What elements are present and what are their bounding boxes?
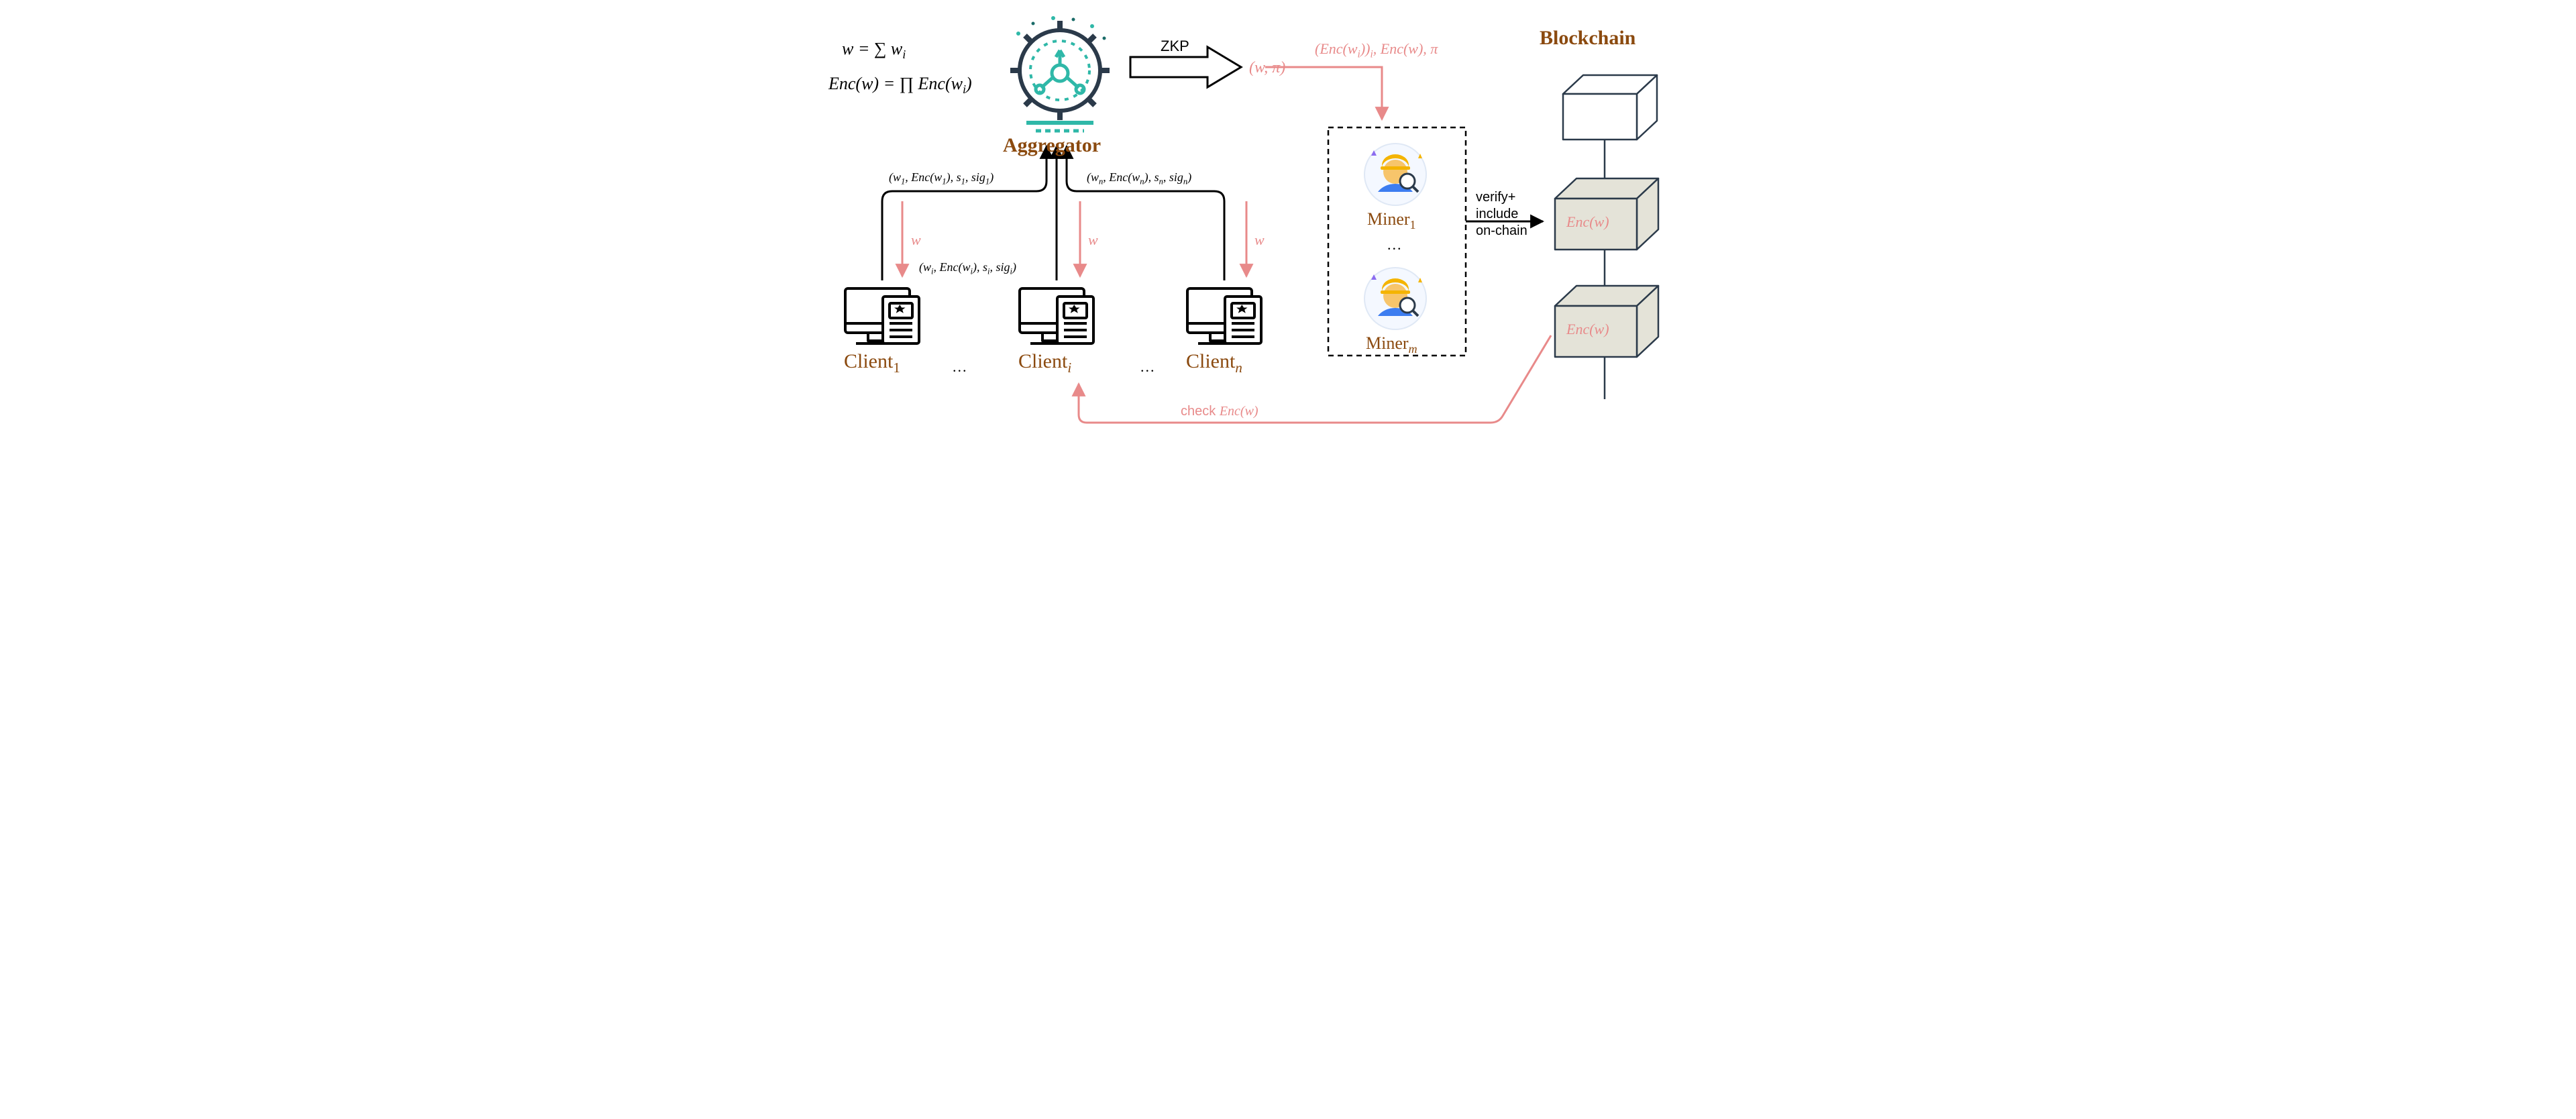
miner-1-icon: [1364, 144, 1426, 205]
miner-1-label: Miner1: [1367, 209, 1416, 232]
miner-m-label: Minerm: [1366, 333, 1417, 356]
blockchain-title: Blockchain: [1540, 27, 1635, 50]
clients-icons: [845, 288, 1261, 343]
miner-m-icon: [1364, 268, 1426, 329]
block-bot-enc: Enc(w): [1566, 321, 1609, 338]
aggregator-label: Aggregator: [1003, 134, 1101, 157]
blockchain-blocks: [1555, 75, 1658, 399]
w-down-n: w: [1254, 231, 1265, 249]
client1-edge-label: (w1, Enc(w1), s1, sig1): [889, 170, 994, 187]
w-down-1: w: [911, 231, 921, 249]
miner-dots: ...: [1387, 236, 1403, 254]
enc-tuple-right: (Enc(wi))i, Enc(w), π: [1315, 40, 1438, 60]
zkp-label: ZKP: [1161, 38, 1189, 55]
equation-line-1: w = ∑ wi: [842, 39, 906, 62]
aggregator-icon: [1010, 16, 1110, 131]
check-enc-arrow: [1079, 335, 1551, 423]
check-enc-label: check Enc(w): [1181, 404, 1258, 419]
clienti-edge-label: (wi, Enc(wi), si, sigi): [919, 260, 1016, 277]
client-n-label: Clientn: [1186, 350, 1242, 376]
client-i-label: Clienti: [1018, 350, 1071, 376]
clientn-edge-label: (wn, Enc(wn), sn, sign): [1087, 170, 1191, 187]
client-dots-1: ...: [953, 358, 968, 376]
equation-line-2: Enc(w) = ∏ Enc(wi): [828, 74, 972, 97]
client-dots-2: ...: [1140, 358, 1156, 376]
verify-include-label: verify+ include on-chain: [1476, 189, 1527, 239]
block-mid-enc: Enc(w): [1566, 213, 1609, 231]
client-1-label: Client1: [844, 350, 900, 376]
w-down-i: w: [1088, 231, 1098, 249]
w-pi-tuple: (w, π): [1249, 59, 1285, 77]
